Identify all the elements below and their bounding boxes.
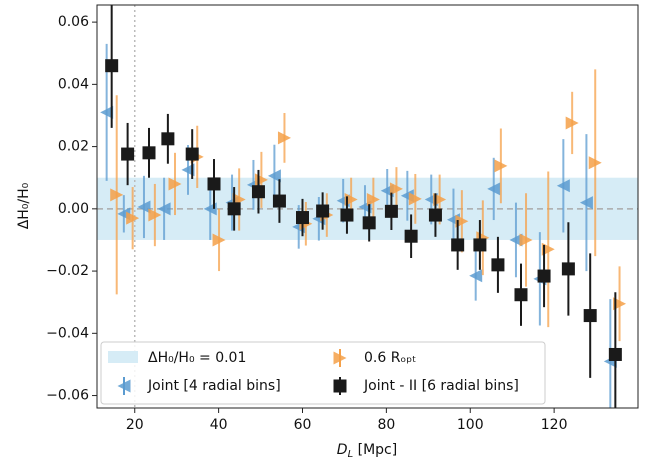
marker: [117, 379, 131, 393]
marker: [565, 116, 579, 130]
marker: [333, 379, 347, 393]
y-tick-label: 0.00: [58, 201, 89, 217]
marker: [362, 216, 376, 230]
y-tick-label: −0.04: [46, 325, 89, 341]
legend-label: Joint - II [6 radial bins]: [363, 378, 519, 394]
marker: [469, 269, 483, 283]
y-tick-label: 0.04: [58, 76, 89, 92]
series: [105, 5, 622, 408]
marker: [491, 258, 505, 272]
marker: [212, 233, 226, 247]
y-axis-label: ΔH₀/H₀: [16, 182, 32, 229]
marker: [561, 262, 575, 276]
marker: [185, 147, 199, 161]
y-tick-label: 0.06: [58, 14, 89, 30]
marker: [588, 156, 602, 170]
marker: [428, 208, 442, 222]
marker: [451, 238, 465, 252]
marker: [340, 208, 354, 222]
marker: [110, 188, 124, 202]
marker: [384, 204, 398, 218]
marker: [579, 196, 593, 210]
marker: [608, 347, 622, 361]
x-tick-label: 20: [126, 417, 144, 433]
marker: [251, 185, 265, 199]
marker: [519, 233, 533, 247]
marker: [227, 202, 241, 216]
marker: [487, 182, 501, 196]
marker: [537, 269, 551, 283]
marker: [366, 192, 380, 206]
legend-swatch: [108, 351, 138, 363]
marker: [137, 200, 151, 214]
axes-frame: [96, 4, 639, 409]
y-tick-label: −0.06: [46, 388, 89, 404]
marker: [295, 211, 309, 225]
marker: [556, 179, 570, 193]
marker: [509, 233, 523, 247]
x-tick-label: 120: [541, 417, 568, 433]
marker: [404, 229, 418, 243]
legend-label: 0.6 Rₒₚₜ: [364, 350, 416, 366]
marker: [121, 147, 135, 161]
x-tick-label: 60: [294, 417, 312, 433]
y-tick-label: 0.02: [58, 139, 89, 155]
legend-frame: [100, 341, 546, 405]
marker: [148, 208, 162, 222]
y-tick-label: −0.02: [46, 263, 89, 279]
marker: [157, 202, 171, 216]
marker: [389, 182, 403, 196]
marker: [105, 59, 119, 73]
marker: [514, 288, 528, 302]
marker: [126, 211, 140, 225]
marker: [277, 131, 291, 145]
marker: [494, 159, 508, 173]
marker: [267, 169, 281, 183]
legend: ΔH₀/H₀ = 0.01 Joint [4 radial bins] 0.6 Rₒ…: [100, 341, 546, 405]
marker: [316, 204, 330, 218]
x-axis-label: DL [Mpc]: [337, 442, 397, 460]
marker: [473, 238, 487, 252]
x-tick-label: 80: [377, 417, 395, 433]
marker: [168, 177, 182, 191]
x-tick-label: 40: [210, 417, 228, 433]
marker: [161, 132, 175, 146]
plot-area: [97, 5, 638, 408]
legend-label: ΔH₀/H₀ = 0.01: [148, 350, 246, 366]
marker: [272, 194, 286, 208]
marker: [207, 177, 221, 191]
marker: [100, 105, 114, 119]
marker: [333, 351, 347, 365]
marker: [583, 309, 597, 323]
marker: [408, 192, 422, 206]
x-tick-label: 100: [457, 417, 484, 433]
marker: [142, 146, 156, 160]
legend-label: Joint [4 radial bins]: [147, 378, 281, 394]
